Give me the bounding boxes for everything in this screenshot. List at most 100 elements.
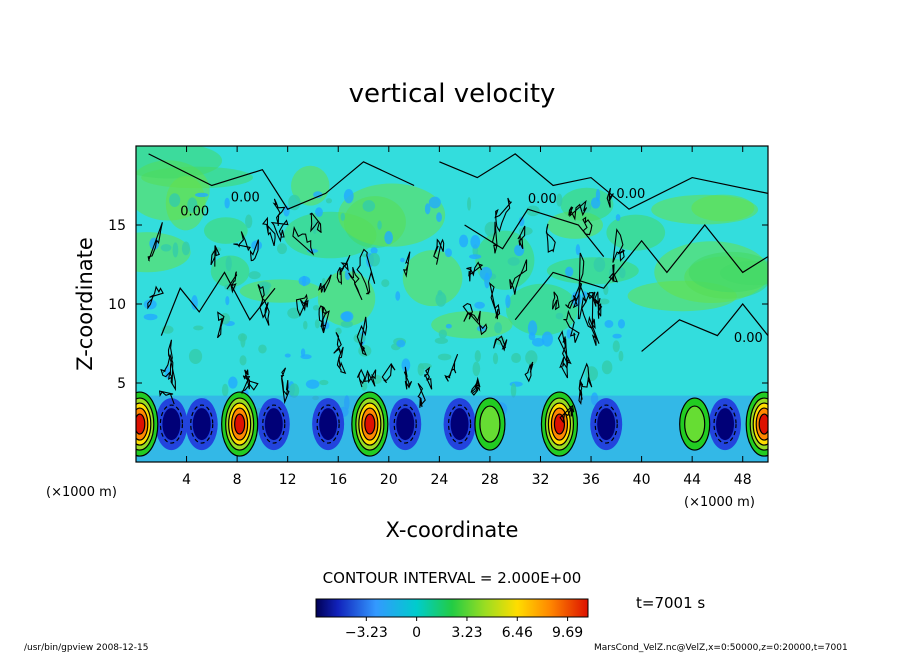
- contour-label: 0.00: [231, 190, 260, 205]
- field-speckle: [618, 350, 624, 362]
- colorbar-tick-label: 0: [412, 625, 421, 641]
- contour-line: [464, 208, 605, 257]
- updraft-contour: [136, 402, 152, 446]
- updraft-contour: [136, 391, 159, 457]
- colorbar-tick-label: −3.23: [345, 625, 388, 641]
- contour-line: [577, 252, 587, 320]
- updraft-contour: [479, 405, 501, 443]
- field-speckle: [181, 241, 191, 256]
- field-speckle: [434, 337, 449, 344]
- updraft-contour: [228, 402, 252, 446]
- colorbar-tick-label: 6.46: [502, 625, 533, 641]
- field-speckle: [510, 383, 517, 398]
- field-patch-green: [720, 260, 768, 286]
- field-speckle: [505, 294, 511, 309]
- contour-line: [424, 366, 433, 390]
- field-speckle: [424, 203, 431, 215]
- field-speckle: [343, 188, 354, 204]
- field-speckle: [479, 266, 493, 281]
- contour-line: [242, 369, 249, 382]
- field-speckle: [160, 244, 172, 252]
- contour-line: [160, 353, 174, 385]
- contour-line: [551, 291, 560, 311]
- updraft-contour: [553, 413, 566, 435]
- contour-line: [167, 339, 176, 392]
- contour-line: [588, 315, 600, 346]
- contour-line: [494, 197, 513, 233]
- field-speckle: [225, 295, 230, 306]
- field-speckle: [459, 234, 469, 248]
- contour-label: 0.00: [616, 187, 645, 202]
- contour-line: [466, 261, 484, 282]
- updraft-contour: [351, 391, 389, 457]
- field-patch-green: [431, 310, 513, 339]
- field-speckle: [315, 207, 323, 218]
- downdraft-contour: [316, 404, 340, 444]
- updraft-fill: [364, 414, 375, 435]
- updraft-fill: [136, 414, 145, 435]
- contour-line: [381, 362, 396, 384]
- field-speckle: [556, 193, 563, 207]
- field-patch-green: [606, 214, 666, 251]
- contour-line: [336, 346, 347, 374]
- updraft-fill: [759, 414, 768, 435]
- field-speckle: [314, 319, 320, 329]
- y-tick-label: 10: [108, 297, 126, 313]
- y-tick-label: 5: [117, 376, 126, 392]
- field-speckle: [384, 231, 393, 245]
- contour-line: [514, 224, 768, 321]
- field-speckle: [225, 256, 232, 272]
- contour-label: 0.00: [180, 205, 209, 220]
- field-speckle: [531, 337, 545, 347]
- field-speckle: [188, 348, 203, 364]
- downdraft-core: [450, 408, 469, 441]
- x-tick-label: 36: [582, 472, 600, 488]
- x-tick-label: 28: [481, 472, 499, 488]
- field-speckle: [341, 311, 354, 322]
- x-unit-label-left: (×1000 m): [46, 485, 117, 500]
- contour-label: 0.00: [734, 331, 763, 346]
- field-speckle: [313, 191, 323, 199]
- contour-line: [545, 223, 556, 253]
- contour-line: [270, 219, 289, 243]
- contour-line: [524, 361, 534, 383]
- field-speckle: [593, 257, 606, 273]
- contour-line: [233, 231, 251, 252]
- contour-line: [462, 302, 473, 322]
- field-speckle: [194, 192, 209, 198]
- contour-line: [517, 225, 526, 250]
- contour-line: [356, 368, 366, 388]
- contour-line: [581, 292, 596, 330]
- contour-line: [336, 266, 345, 285]
- field-patch-green: [317, 271, 376, 327]
- field-speckle: [370, 247, 378, 255]
- contour-line: [586, 291, 603, 308]
- field-speckle: [228, 376, 238, 389]
- contour-line: [241, 375, 259, 394]
- contour-line: [444, 353, 459, 382]
- field-speckle: [276, 243, 288, 255]
- field-speckle: [601, 360, 613, 375]
- field-patch-green: [203, 217, 248, 244]
- updraft-contour: [684, 405, 706, 443]
- field-speckle: [599, 298, 610, 305]
- field-speckle: [312, 305, 320, 311]
- contour-line: [147, 222, 163, 262]
- field-speckle: [511, 352, 522, 364]
- field-speckle: [169, 193, 181, 208]
- downdraft-core: [597, 408, 616, 441]
- x-tick-label: 44: [683, 472, 701, 488]
- field-speckle: [239, 355, 247, 366]
- contour-line: [563, 309, 580, 343]
- x-tick-label: 20: [380, 472, 398, 488]
- updraft-contour: [355, 397, 385, 451]
- updraft-contour: [474, 397, 506, 451]
- contour-line: [309, 212, 322, 233]
- downdraft-contour: [594, 404, 618, 444]
- contour-line: [493, 335, 508, 352]
- field-speckle: [619, 267, 626, 279]
- field-speckle: [612, 340, 620, 353]
- contour-line: [417, 382, 426, 408]
- downdraft-core: [396, 408, 415, 441]
- field-patch-green: [136, 146, 223, 179]
